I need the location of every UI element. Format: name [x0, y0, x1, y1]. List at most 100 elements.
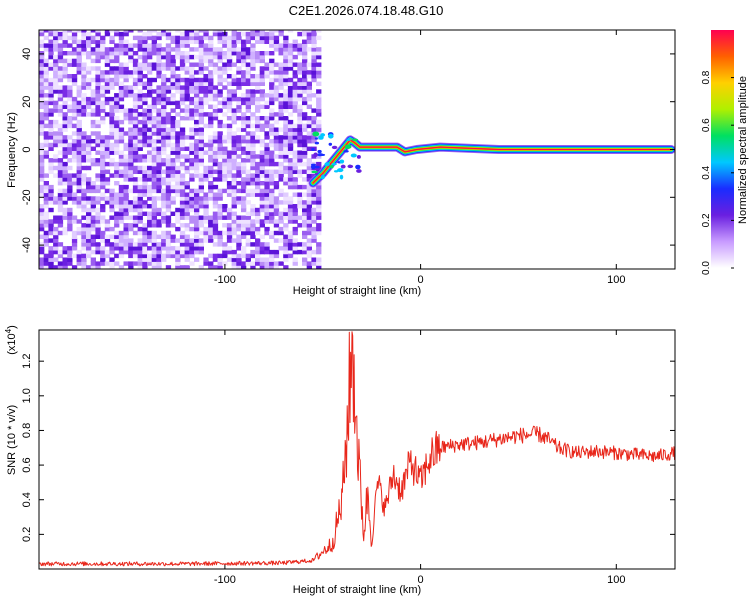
spectrogram-cell [184, 51, 190, 56]
spectrogram-cell [39, 119, 45, 125]
spectrogram-cell [278, 100, 284, 106]
spectrogram-cell [283, 200, 289, 205]
spectrogram-cell [128, 188, 134, 194]
spectrogram-cell [114, 131, 120, 136]
spectrogram-cell [81, 207, 87, 213]
spectrogram-cell [203, 35, 209, 41]
spectrogram-cell [132, 154, 139, 159]
spectrogram-cell [241, 169, 247, 174]
spectrogram-cell [71, 100, 78, 106]
spectrogram-cell [132, 253, 139, 259]
spectrogram-cell [39, 249, 45, 255]
spectrogram-cell [297, 127, 303, 132]
spectrogram-cell [142, 81, 148, 86]
spectrogram-cell [316, 66, 322, 71]
spectrogram-cell [67, 104, 73, 109]
spectrogram-cell [306, 31, 312, 37]
spectrogram-cell [269, 219, 275, 224]
spectrogram-cell [90, 161, 96, 167]
spectrogram-cell [269, 31, 275, 37]
spectrogram-cell [236, 146, 242, 151]
spectrogram-cell [142, 249, 148, 255]
spectrogram-cell [264, 249, 270, 255]
spectrogram-cell [222, 54, 228, 60]
spectrogram-cell [100, 196, 106, 201]
spectrogram-cell [175, 219, 181, 224]
spectrogram-cell [208, 119, 214, 125]
spectrogram-cell [142, 54, 148, 60]
spectrogram-cell [100, 165, 106, 171]
spectrogram-cell [57, 131, 64, 136]
spectrogram-cell [231, 257, 237, 262]
spectrogram-cell [287, 207, 294, 213]
spectrogram-cell [175, 100, 181, 106]
spectrogram-cell [198, 196, 204, 201]
spectrogram-cell [86, 253, 92, 259]
spectrogram-cell [118, 104, 125, 109]
spectrogram-cell [203, 30, 209, 33]
spectrogram-cell [123, 31, 129, 37]
spectrogram-cell [81, 181, 87, 186]
spectrogram-cell [170, 246, 176, 251]
spectrogram-cell [161, 85, 167, 90]
spectrogram-cell [170, 135, 176, 140]
spectrogram-cell [156, 184, 162, 190]
spectrogram-cell [170, 58, 176, 64]
spectrogram-cell [287, 119, 294, 125]
spectrogram-cell [306, 165, 312, 171]
spectrogram-cell [76, 108, 82, 113]
spectrogram-cell [179, 154, 186, 159]
spectrogram-cell [86, 96, 92, 102]
spectrogram-cell [53, 158, 59, 163]
spectrogram-cell [48, 43, 54, 48]
spectrogram-cell [194, 226, 200, 232]
spectrogram-cell [147, 93, 153, 98]
spectrogram-cell [287, 77, 294, 83]
spectrogram-cell [95, 30, 101, 33]
spectrogram-cell [142, 139, 148, 144]
spectrogram-cell [198, 85, 204, 90]
spectrogram-cell [100, 234, 106, 239]
spectrogram-cell [217, 261, 223, 266]
spectrogram-cell [43, 104, 49, 109]
spectrogram-cell [184, 226, 190, 232]
spectrogram-cell [71, 242, 78, 247]
spectrogram-cell [95, 54, 101, 60]
spectrogram-cell [156, 219, 162, 224]
spectrogram-cell [306, 211, 312, 216]
spectrogram-cell [104, 31, 111, 37]
spectrogram-cell [241, 246, 247, 251]
spectrogram-cell [297, 139, 303, 144]
spectrogram-cell [212, 116, 219, 121]
spectrogram-cell [114, 238, 120, 243]
spectrogram-cell [208, 135, 214, 140]
spectrogram-cell [71, 196, 78, 201]
spectrogram-cell [208, 181, 214, 186]
spectrogram-cell [250, 58, 256, 64]
spectrogram-cell [76, 85, 82, 90]
spectrogram-cell [316, 207, 322, 213]
spectrogram-cell [241, 58, 247, 64]
spectrogram-cell [198, 238, 204, 243]
spectrogram-cell [43, 139, 49, 144]
spectrogram-cell [76, 43, 82, 48]
spectrogram-cell [109, 257, 115, 262]
spectrogram-cell [53, 165, 59, 171]
spectrogram-cell [81, 150, 87, 155]
spectrogram-cell [95, 135, 101, 140]
spectrogram-cell [62, 169, 68, 174]
spectrogram-cell [302, 100, 308, 106]
spectrogram-cell [269, 58, 275, 64]
spectrogram-cell [109, 249, 115, 255]
spectrogram-cell [86, 66, 92, 71]
spectrogram-cell [194, 62, 200, 67]
spectrogram-cell [142, 238, 148, 243]
spectrogram-cell [245, 51, 251, 56]
spectrogram-cell [194, 35, 200, 41]
spectrogram-cell [123, 108, 129, 113]
spectrogram-cell [48, 192, 54, 197]
spectrogram-cell [114, 253, 120, 259]
spectrogram-cell [165, 196, 172, 201]
